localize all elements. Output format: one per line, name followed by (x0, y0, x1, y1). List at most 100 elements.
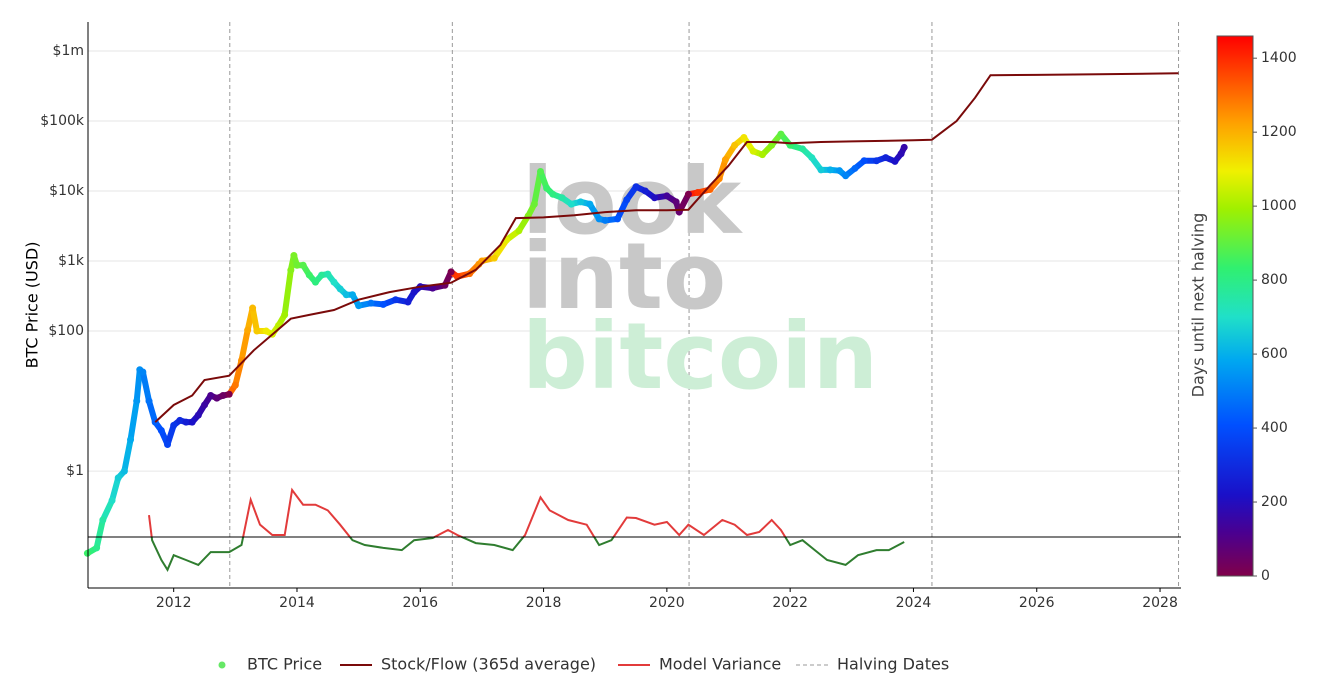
price-point (262, 327, 270, 335)
price-point (170, 421, 178, 429)
price-trail (249, 305, 260, 335)
price-point (379, 300, 387, 308)
watermark-text: into (522, 223, 726, 330)
price-point (860, 157, 868, 165)
price-point (225, 390, 233, 398)
price-point (324, 270, 332, 278)
price-point (311, 278, 319, 286)
price-point (83, 549, 91, 557)
y-tick-label: $100 (48, 323, 84, 339)
x-tick-label: 2014 (279, 595, 315, 611)
price-point (684, 190, 692, 198)
price-point (231, 381, 239, 389)
price-point (567, 200, 575, 208)
price-point (595, 215, 603, 223)
price-point (145, 397, 153, 405)
price-point (114, 474, 122, 482)
price-point (577, 198, 585, 206)
price-point (851, 164, 859, 172)
price-point (694, 189, 702, 197)
price-point (330, 278, 338, 286)
price-trail (133, 366, 143, 405)
price-point (758, 151, 766, 159)
price-point (429, 284, 437, 292)
price-point (305, 271, 313, 279)
x-tick-label: 2028 (1142, 595, 1178, 611)
price-point (244, 326, 252, 334)
legend-label: Model Variance (659, 655, 781, 674)
price-point (543, 184, 551, 192)
x-tick-label: 2018 (526, 595, 562, 611)
price-point (188, 418, 196, 426)
price-point (318, 271, 326, 279)
price-point (176, 416, 184, 424)
price-point (93, 544, 101, 552)
price-point (842, 172, 850, 180)
price-point (287, 266, 295, 274)
price-point (290, 251, 298, 259)
price-point (614, 215, 622, 223)
price-trail (238, 327, 251, 364)
colorbar-tick-label: 1000 (1261, 198, 1297, 214)
price-point (601, 216, 609, 224)
colorbar (1216, 35, 1254, 577)
price-point (281, 311, 289, 319)
y-tick-label: $1m (53, 43, 84, 59)
price-point (900, 143, 908, 151)
x-tick-label: 2026 (1019, 595, 1055, 611)
price-point (882, 154, 890, 162)
price-trail (93, 517, 106, 551)
price-point (367, 299, 375, 307)
price-point (99, 516, 107, 524)
legend-label: Stock/Flow (365d average) (381, 655, 596, 674)
model-line (154, 72, 1179, 423)
price-trail (99, 497, 116, 524)
x-tick-label: 2024 (896, 595, 932, 611)
price-trail (127, 398, 140, 443)
price-point (891, 157, 899, 165)
price-point (549, 190, 557, 198)
price-point (490, 254, 498, 262)
price-point (207, 392, 215, 400)
price-trail (491, 236, 510, 262)
watermark-text: look (522, 148, 743, 255)
price-point (651, 194, 659, 202)
price-point (108, 497, 116, 505)
price-point (392, 296, 400, 304)
price-point (120, 467, 128, 475)
price-point (897, 150, 905, 158)
price-point (798, 145, 806, 153)
colorbar-tick-label: 800 (1261, 272, 1288, 288)
price-trail (121, 436, 134, 475)
variance-line-below (150, 537, 905, 572)
watermark: look into bitcoin (522, 148, 878, 410)
legend-marker (218, 661, 226, 669)
price-point (835, 167, 843, 175)
price-point (404, 298, 412, 306)
price-point (157, 426, 165, 434)
colorbar-tick-label: 1400 (1261, 50, 1297, 66)
legend-label: Halving Dates (837, 655, 949, 674)
y-axis-title: BTC Price (USD) (23, 242, 42, 369)
price-point (826, 166, 834, 174)
price-point (342, 291, 350, 299)
y-tick-label: $1k (58, 253, 85, 269)
price-point (299, 261, 307, 269)
colorbar-title: Days until next halving (1189, 213, 1208, 398)
price-trail (146, 398, 159, 426)
colorbar-tick-label: 600 (1261, 346, 1288, 362)
price-trail (281, 267, 294, 318)
price-point (201, 401, 209, 409)
price-trail (614, 196, 630, 222)
colorbar-tick-label: 1200 (1261, 124, 1297, 140)
price-point (632, 183, 640, 191)
price-point (672, 198, 680, 206)
price-point (808, 154, 816, 162)
price-point (194, 411, 202, 419)
price-point (740, 134, 748, 142)
colorbar-tick-label: 400 (1261, 420, 1288, 436)
price-point (721, 156, 729, 164)
price-point (139, 368, 147, 376)
plot-area (83, 72, 1181, 572)
